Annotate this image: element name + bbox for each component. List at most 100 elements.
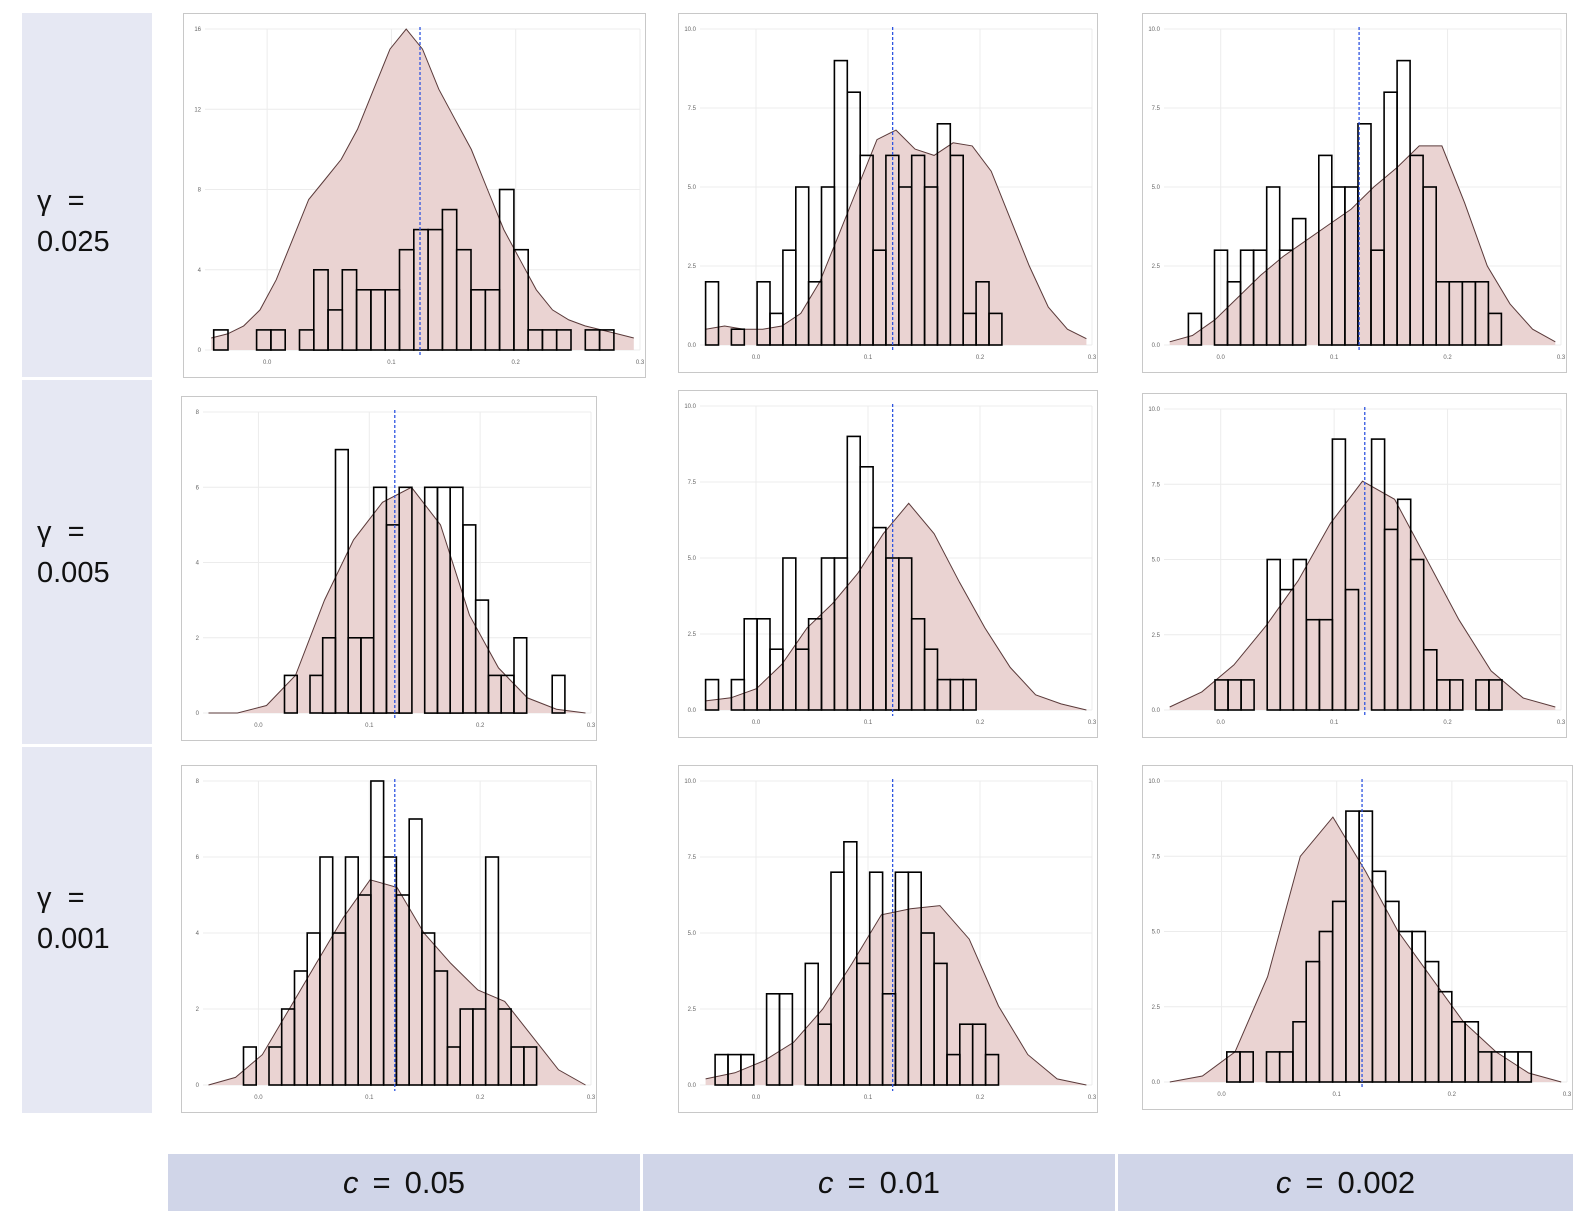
x-tick-label: 0.2 — [476, 723, 485, 729]
histogram-bar — [283, 674, 298, 714]
y-tick-label: 8 — [196, 779, 200, 785]
histogram-bar — [212, 329, 229, 351]
y-tick-label: 0 — [196, 711, 200, 717]
y-tick-label: 5.0 — [688, 185, 697, 191]
x-tick-label: 0.2 — [976, 1095, 985, 1101]
row-label-gamma-value: 0.005 — [37, 557, 110, 589]
histogram-bar — [782, 557, 797, 711]
histogram-bar — [933, 962, 948, 1086]
y-tick-label: 8 — [196, 410, 200, 416]
histogram-bar — [433, 970, 449, 1086]
histogram-bar — [1291, 217, 1307, 346]
x-tick-label: 0.0 — [752, 720, 761, 726]
histogram-bar — [984, 1053, 1000, 1086]
c-value: 0.002 — [1337, 1164, 1416, 1200]
y-tick-label: 5.0 — [1152, 930, 1161, 936]
x-tick-label: 0.1 — [1330, 720, 1339, 726]
density-curve — [705, 129, 1087, 340]
density-curve — [211, 28, 634, 339]
y-tick-label: 8 — [198, 188, 202, 194]
y-tick-label: 16 — [194, 27, 201, 33]
histogram-chart: 0.0 0.1 0.2 0.3 0.0 2.5 5.0 7.5 10.0 — [1142, 393, 1567, 738]
histogram-chart: 0.0 0.1 0.2 0.3 0 2 4 6 8 — [181, 765, 597, 1113]
y-tick-label: 7.5 — [1152, 482, 1161, 488]
density-curve — [208, 486, 586, 714]
x-tick-label: 0.2 — [476, 1095, 485, 1101]
row-label-gamma-0001: γ = 0.001 — [22, 747, 152, 1113]
row-label-gamma-value: 0.001 — [37, 923, 110, 955]
y-tick-label: 10.0 — [1148, 27, 1160, 33]
y-tick-label: 10.0 — [684, 779, 696, 785]
y-tick-label: 0.0 — [1152, 708, 1161, 714]
y-tick-label: 10.0 — [1148, 779, 1160, 785]
histogram-chart: 0.0 0.1 0.2 0.3 0 2 4 6 8 — [181, 396, 597, 741]
histogram-bar — [962, 678, 977, 711]
x-tick-label: 0.0 — [1217, 1092, 1226, 1098]
x-tick-label: 0.1 — [387, 360, 396, 366]
y-tick-label: 7.5 — [688, 855, 697, 861]
c-equals: = — [847, 1164, 866, 1200]
x-tick-label: 0.1 — [1330, 355, 1339, 361]
histogram-bar — [778, 993, 794, 1086]
row-label-gamma-0005: γ = 0.005 — [22, 380, 152, 744]
y-tick-label: 2.5 — [1152, 264, 1161, 270]
y-tick-label: 4 — [196, 561, 200, 567]
x-tick-label: 0.3 — [587, 723, 596, 729]
x-tick-label: 0.0 — [1217, 720, 1226, 726]
x-tick-label: 0.3 — [636, 360, 645, 366]
histogram-bar — [513, 248, 529, 351]
y-tick-label: 4 — [196, 931, 200, 937]
x-tick-label: 0.1 — [365, 1095, 374, 1101]
row-label-gamma-0025: γ = 0.025 — [22, 13, 152, 377]
histogram-panel: 0.0 0.1 0.2 0.3 0.0 2.5 5.0 7.5 10.0 — [678, 765, 1098, 1113]
c-value: 0.05 — [404, 1164, 465, 1200]
histogram-panel: 0.0 0.1 0.2 0.3 0.0 2.5 5.0 7.5 10.0 — [1142, 765, 1573, 1110]
y-tick-label: 12 — [194, 107, 201, 113]
histogram-bar — [513, 637, 528, 714]
histogram-bar — [704, 678, 720, 711]
y-tick-label: 0.0 — [1152, 1080, 1161, 1086]
histogram-panel: 0.0 0.1 0.2 0.3 0.0 2.5 5.0 7.5 10.0 — [1142, 393, 1567, 738]
y-tick-label: 6 — [196, 855, 200, 861]
x-tick-label: 0.3 — [587, 1095, 596, 1101]
row-label-gamma-value: 0.025 — [37, 226, 110, 258]
histogram-bar — [1344, 588, 1360, 711]
histogram-bar — [398, 486, 413, 714]
x-tick-label: 0.1 — [864, 720, 873, 726]
gamma-equals: = — [67, 882, 85, 914]
x-tick-label: 0.2 — [1443, 720, 1452, 726]
histogram-bar — [1448, 679, 1464, 711]
histogram-panel: 0.0 0.1 0.2 0.3 0 4 8 12 16 — [183, 13, 646, 378]
histogram-chart: 0.0 0.1 0.2 0.3 0.0 2.5 5.0 7.5 10.0 — [1142, 765, 1573, 1110]
gamma-symbol: γ — [37, 882, 52, 914]
x-tick-label: 0.0 — [254, 723, 263, 729]
histogram-panel: 0.0 0.1 0.2 0.3 0.0 2.5 5.0 7.5 10.0 — [678, 13, 1098, 373]
x-tick-label: 0.0 — [752, 1095, 761, 1101]
histogram-chart: 0.0 0.1 0.2 0.3 0.0 2.5 5.0 7.5 10.0 — [678, 13, 1098, 373]
histogram-chart: 0.0 0.1 0.2 0.3 0.0 2.5 5.0 7.5 10.0 — [678, 765, 1098, 1113]
x-tick-label: 0.1 — [365, 723, 374, 729]
x-tick-label: 0.0 — [263, 360, 272, 366]
x-tick-label: 0.3 — [1088, 1095, 1097, 1101]
y-tick-label: 0 — [198, 348, 202, 354]
row-label-gamma-line: γ = — [37, 882, 85, 915]
y-tick-label: 7.5 — [688, 480, 697, 486]
x-tick-label: 0.0 — [752, 355, 761, 361]
gamma-symbol: γ — [37, 516, 52, 548]
histogram-bar — [988, 312, 1003, 346]
gamma-symbol: γ — [37, 185, 52, 217]
histogram-panel: 0.0 0.1 0.2 0.3 0 2 4 6 8 — [181, 765, 597, 1113]
histogram-bar — [1517, 1051, 1533, 1083]
row-label-gamma-line: γ = — [37, 185, 85, 218]
y-tick-label: 5.0 — [688, 556, 697, 562]
c-symbol: c — [818, 1164, 834, 1200]
y-tick-label: 5.0 — [1152, 185, 1161, 191]
x-tick-label: 0.0 — [1217, 355, 1226, 361]
gamma-equals: = — [67, 185, 85, 217]
y-tick-label: 0.0 — [688, 708, 697, 714]
col-label-c-0002: c = 0.002 — [1118, 1154, 1573, 1211]
x-tick-label: 0.3 — [1088, 720, 1097, 726]
histogram-bar — [555, 329, 572, 351]
gamma-equals: = — [67, 516, 85, 548]
x-tick-label: 0.1 — [864, 355, 873, 361]
